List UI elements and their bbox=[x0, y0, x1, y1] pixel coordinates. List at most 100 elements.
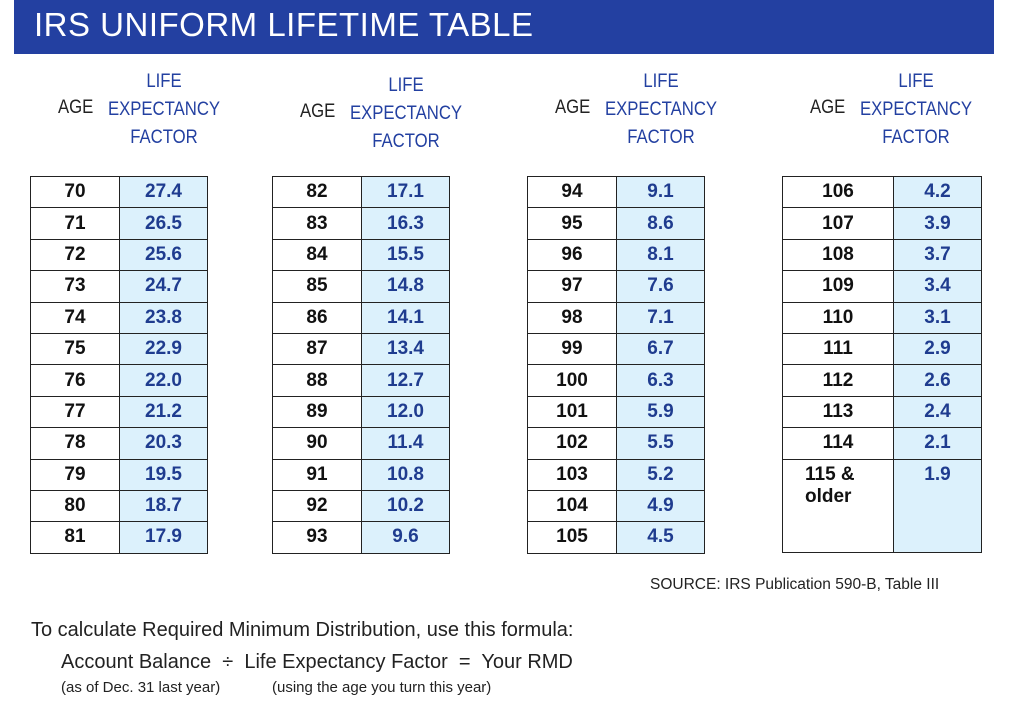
age-cell: 82 bbox=[272, 175, 362, 209]
factor-header-line: FACTOR bbox=[372, 131, 440, 152]
age-cell: 78 bbox=[30, 427, 120, 460]
table-row: 81 17.9 bbox=[30, 521, 208, 554]
age-cell: 107 bbox=[782, 207, 894, 240]
factor-cell: 2.1 bbox=[893, 427, 982, 460]
table-row: 79 19.5 bbox=[30, 458, 208, 491]
lifetime-table-2: 82 17.1 83 16.3 84 15.5 85 14.8 86 14.1 87 13.4 88 12… bbox=[272, 175, 450, 554]
formula-intro: To calculate Required Minimum Distributi… bbox=[31, 619, 574, 641]
age-cell: 98 bbox=[527, 301, 617, 334]
age-cell: 114 bbox=[782, 427, 894, 460]
table-row: 82 17.1 bbox=[272, 175, 450, 209]
account-balance-note: (as of Dec. 31 last year) bbox=[61, 679, 221, 696]
factor-header-line: LIFE bbox=[643, 71, 679, 92]
factor-cell: 2.9 bbox=[893, 332, 982, 366]
factor-cell: 3.7 bbox=[893, 238, 982, 272]
factor-header-line: LIFE bbox=[146, 71, 182, 92]
factor-cell: 19.5 bbox=[119, 458, 208, 491]
age-cell: 113 bbox=[782, 395, 894, 429]
factor-cell: 11.4 bbox=[361, 427, 450, 460]
factor-header-line: FACTOR bbox=[882, 127, 950, 148]
factor-header-line: EXPECTANCY bbox=[349, 103, 463, 124]
factor-cell: 20.3 bbox=[119, 427, 208, 460]
table-row: 108 3.7 bbox=[782, 238, 982, 272]
factor-cell: 17.9 bbox=[119, 521, 208, 554]
age-cell: 110 bbox=[782, 301, 894, 334]
life-expectancy-factor-column-header: LIFE EXPECTANCY FACTOR bbox=[846, 68, 986, 152]
factor-cell: 2.6 bbox=[893, 364, 982, 397]
factor-cell: 8.1 bbox=[616, 238, 705, 272]
table-row: 96 8.1 bbox=[527, 238, 705, 272]
age-cell: 102 bbox=[527, 427, 617, 460]
title-banner: IRS UNIFORM LIFETIME TABLE bbox=[14, 0, 994, 54]
age-cell: 92 bbox=[272, 489, 362, 523]
age-cell: 89 bbox=[272, 395, 362, 429]
factor-cell: 14.8 bbox=[361, 270, 450, 303]
age-cell: 73 bbox=[30, 270, 120, 303]
factor-cell: 6.3 bbox=[616, 364, 705, 397]
factor-header-line: EXPECTANCY bbox=[107, 99, 221, 120]
table-row: 106 4.2 bbox=[782, 175, 982, 209]
formula-term-account-balance: Account Balance bbox=[61, 651, 212, 673]
table-row: 94 9.1 bbox=[527, 175, 705, 209]
factor-cell: 10.2 bbox=[361, 489, 450, 523]
table-row: 99 6.7 bbox=[527, 332, 705, 366]
table-row: 101 5.9 bbox=[527, 395, 705, 429]
factor-cell: 25.6 bbox=[119, 238, 208, 272]
factor-cell: 3.1 bbox=[893, 301, 982, 334]
factor-cell: 24.7 bbox=[119, 270, 208, 303]
age-cell: 112 bbox=[782, 364, 894, 397]
table-row: 114 2.1 bbox=[782, 427, 982, 460]
factor-cell: 22.0 bbox=[119, 364, 208, 397]
factor-cell: 1.9 bbox=[893, 458, 982, 553]
page-title: IRS UNIFORM LIFETIME TABLE bbox=[34, 6, 534, 43]
table-row: 88 12.7 bbox=[272, 364, 450, 397]
age-cell: 80 bbox=[30, 489, 120, 523]
table-row: 113 2.4 bbox=[782, 395, 982, 429]
age-cell: 72 bbox=[30, 238, 120, 272]
age-cell-line: 115 & bbox=[805, 463, 855, 485]
factor-cell: 7.6 bbox=[616, 270, 705, 303]
age-cell: 79 bbox=[30, 458, 120, 491]
factor-cell: 12.0 bbox=[361, 395, 450, 429]
factor-cell: 26.5 bbox=[119, 207, 208, 240]
age-cell: 103 bbox=[527, 458, 617, 491]
age-cell: 76 bbox=[30, 364, 120, 397]
formula: Account Balance ÷ Life Expectancy Factor… bbox=[61, 651, 573, 674]
factor-header-line: EXPECTANCY bbox=[859, 99, 973, 120]
age-cell: 97 bbox=[527, 270, 617, 303]
factor-cell: 27.4 bbox=[119, 175, 208, 209]
table-row: 87 13.4 bbox=[272, 332, 450, 366]
table-row: 93 9.6 bbox=[272, 521, 450, 554]
age-cell: 91 bbox=[272, 458, 362, 491]
age-cell: 75 bbox=[30, 332, 120, 366]
table-row: 112 2.6 bbox=[782, 364, 982, 397]
factor-cell: 6.7 bbox=[616, 332, 705, 366]
table-row: 89 12.0 bbox=[272, 395, 450, 429]
age-cell: 115 & older bbox=[782, 458, 894, 553]
equals-operator: = bbox=[458, 651, 471, 673]
lifetime-table-3: 94 9.1 95 8.6 96 8.1 97 7.6 98 7.1 99 6.7 100 6.3 101 5… bbox=[527, 175, 705, 554]
factor-cell: 10.8 bbox=[361, 458, 450, 491]
age-cell: 94 bbox=[527, 175, 617, 209]
factor-cell: 9.6 bbox=[361, 521, 450, 554]
life-expectancy-factor-column-header: LIFE EXPECTANCY FACTOR bbox=[336, 72, 476, 156]
factor-cell: 4.5 bbox=[616, 521, 705, 554]
table-row: 86 14.1 bbox=[272, 301, 450, 334]
age-cell: 105 bbox=[527, 521, 617, 554]
age-cell: 99 bbox=[527, 332, 617, 366]
age-cell: 96 bbox=[527, 238, 617, 272]
table-row: 78 20.3 bbox=[30, 427, 208, 460]
age-cell: 77 bbox=[30, 395, 120, 429]
age-cell: 100 bbox=[527, 364, 617, 397]
table-row: 103 5.2 bbox=[527, 458, 705, 491]
age-cell: 109 bbox=[782, 270, 894, 303]
table-row: 77 21.2 bbox=[30, 395, 208, 429]
age-cell: 101 bbox=[527, 395, 617, 429]
age-cell: 111 bbox=[782, 332, 894, 366]
factor-cell: 5.5 bbox=[616, 427, 705, 460]
age-column-header: AGE bbox=[555, 97, 591, 118]
life-expectancy-factor-column-header: LIFE EXPECTANCY FACTOR bbox=[591, 68, 731, 152]
factor-cell: 4.9 bbox=[616, 489, 705, 523]
factor-cell: 23.8 bbox=[119, 301, 208, 334]
age-cell: 74 bbox=[30, 301, 120, 334]
